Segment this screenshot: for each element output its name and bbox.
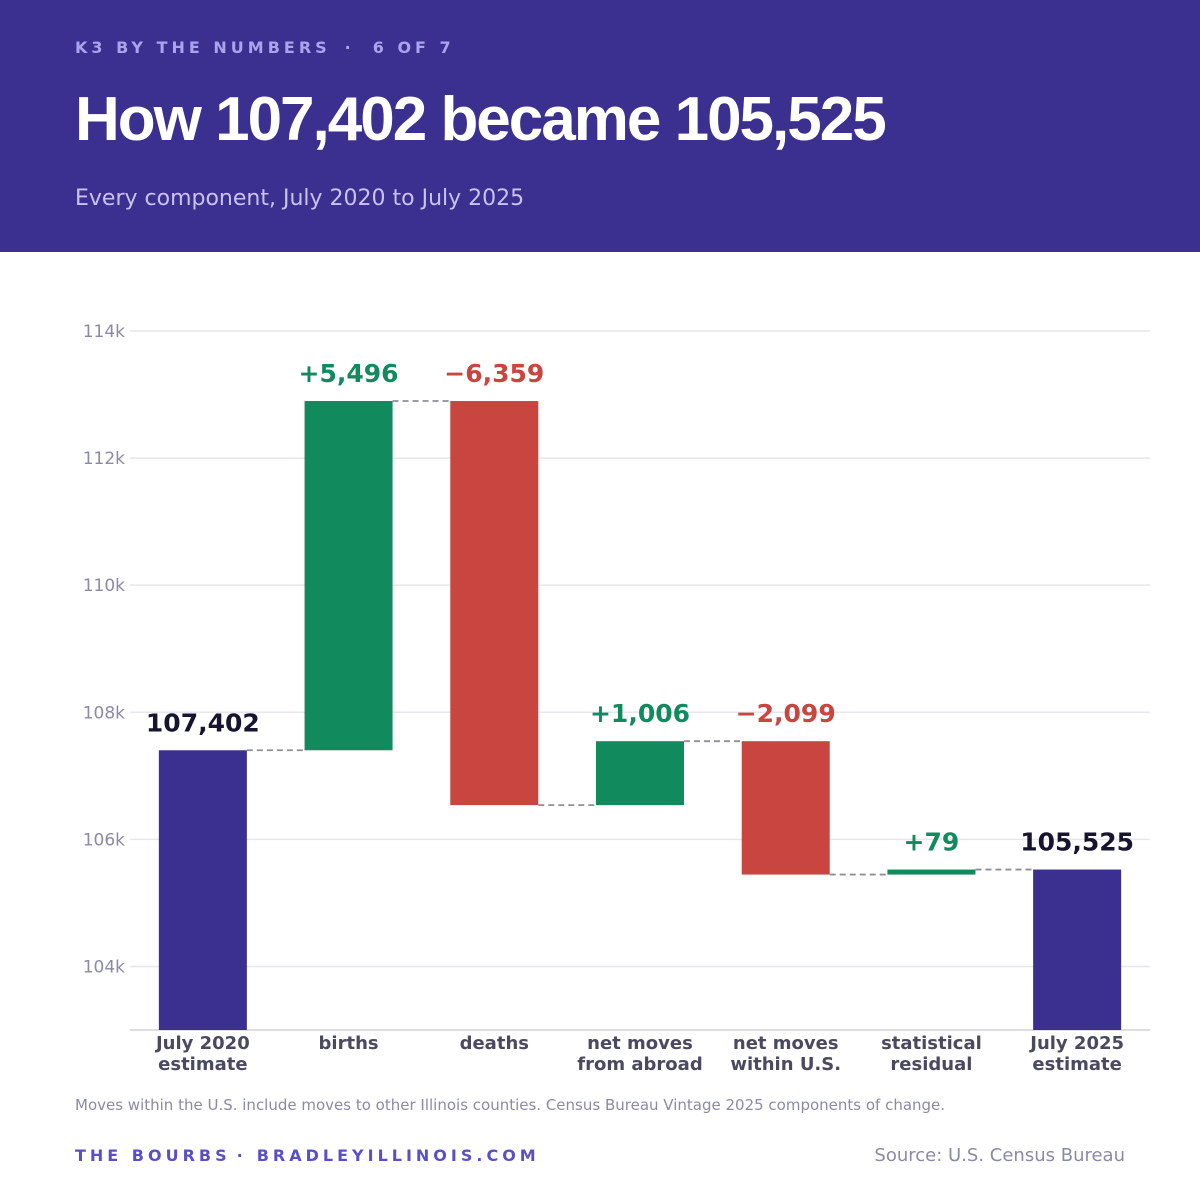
y-tick-label: 110k (83, 576, 125, 596)
y-tick-label: 112k (83, 449, 125, 469)
category-label: within U.S. (730, 1054, 841, 1075)
data-label: 107,402 (146, 708, 260, 737)
category-label: residual (890, 1054, 972, 1075)
page-indicator: 6 OF 7 (372, 38, 455, 57)
kicker-separator: · (344, 38, 355, 57)
category-label: from abroad (577, 1054, 702, 1075)
category-label: deaths (460, 1033, 529, 1054)
data-label: −6,359 (444, 359, 544, 388)
y-tick-label: 108k (83, 703, 125, 723)
series-name: K3 BY THE NUMBERS (75, 38, 331, 57)
page-subtitle: Every component, July 2020 to July 2025 (75, 186, 525, 211)
category-label: statistical (881, 1033, 982, 1054)
category-label: births (319, 1033, 379, 1054)
bar-decrease (741, 741, 830, 875)
data-label: 105,525 (1020, 828, 1134, 857)
bar-decrease (450, 401, 539, 806)
brand-separator: · (236, 1146, 247, 1165)
data-label: +5,496 (299, 359, 399, 388)
data-label: −2,099 (736, 699, 836, 728)
data-label: +79 (904, 828, 960, 857)
kicker: K3 BY THE NUMBERS · 6 OF 7 (75, 38, 455, 57)
brand-website-link[interactable]: BRADLEYILLINOIS.COM (256, 1146, 540, 1165)
category-label: estimate (1032, 1054, 1121, 1075)
header-banner: K3 BY THE NUMBERS · 6 OF 7 How 107,402 bec… (0, 0, 1200, 252)
brand-name: THE BOURBS (75, 1146, 231, 1165)
data-label: +1,006 (590, 699, 690, 728)
brand-line: THE BOURBS · BRADLEYILLINOIS.COM (75, 1146, 540, 1165)
footnote: Moves within the U.S. include moves to o… (75, 1096, 946, 1114)
y-tick-label: 104k (83, 957, 125, 977)
y-tick-label: 114k (83, 322, 125, 342)
category-label: estimate (158, 1054, 247, 1075)
bar-increase (304, 401, 393, 751)
bar-total (1033, 869, 1122, 1030)
category-label: July 2025 (1028, 1033, 1124, 1054)
y-tick-label: 106k (83, 830, 125, 850)
bar-increase (887, 869, 976, 875)
category-label: net moves (587, 1033, 693, 1054)
page-title: How 107,402 became 105,525 (75, 85, 887, 154)
source-credit: Source: U.S. Census Bureau (874, 1145, 1125, 1166)
waterfall-chart: 104k 106k 108k 110k 112k 114k 107,402 July 2020… (83, 322, 1150, 1075)
category-label: July 2020 (154, 1033, 250, 1054)
category-label: net moves (733, 1033, 839, 1054)
bar-total (158, 750, 247, 1030)
bar-increase (596, 741, 684, 806)
